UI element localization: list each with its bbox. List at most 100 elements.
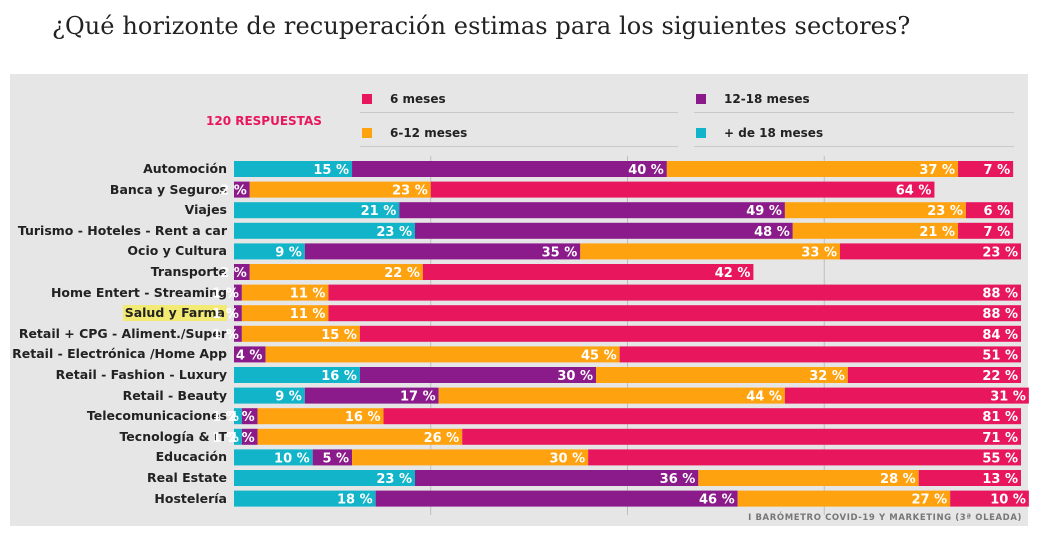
bar-segment	[241, 284, 329, 301]
bar-segment	[352, 161, 667, 177]
category-label-row: Educación	[0, 449, 227, 465]
data-label: 42 %	[715, 266, 751, 281]
bar-segment	[430, 181, 935, 198]
bar-segment	[784, 202, 966, 219]
data-label: 44 %	[746, 390, 782, 405]
category-label: Viajes	[184, 202, 227, 218]
data-label: 28 %	[880, 472, 916, 487]
data-label: 26 %	[424, 431, 460, 446]
bar-segment	[359, 367, 597, 383]
category-label-row: Retail + CPG - Aliment./Super	[0, 326, 227, 342]
category-label: Salud y Farma	[122, 305, 227, 322]
bar-segment	[737, 490, 951, 507]
source-note: I BARÓMETRO COVID-19 Y MARKETING (3ª OLE…	[748, 513, 1022, 523]
data-label: 35 %	[542, 245, 578, 260]
data-label: 81 %	[982, 410, 1018, 425]
bar-segment	[399, 202, 785, 219]
data-label: 9 %	[275, 390, 302, 405]
data-label: 15 %	[313, 163, 349, 178]
data-label: 17 %	[400, 390, 436, 405]
bar-segment	[234, 161, 353, 177]
data-label: 22 %	[384, 266, 420, 281]
bar-segment	[234, 202, 400, 219]
category-label-row: Telecomunicaciones	[0, 408, 227, 424]
category-label: Real Estate	[146, 470, 227, 485]
category-label-row: Transporte	[0, 264, 227, 280]
bar-segment	[588, 449, 1021, 466]
legend-swatch	[362, 128, 372, 138]
data-label: 16 %	[321, 369, 357, 384]
category-label: Retail - Fashion - Luxury	[55, 367, 227, 382]
bar-segment	[257, 428, 463, 445]
bar-segment	[383, 408, 1021, 425]
data-label: 51 %	[982, 348, 1018, 363]
data-label: 88 %	[982, 287, 1018, 302]
bar-segment	[265, 346, 620, 363]
category-label: Retail - Beauty	[122, 387, 227, 403]
data-label: 7 %	[984, 163, 1011, 178]
bar-segment	[619, 346, 1021, 363]
data-label: 23 %	[927, 204, 963, 219]
data-label: 23 %	[376, 225, 412, 240]
bar-segment	[950, 490, 1029, 507]
bar-segment	[415, 470, 699, 486]
data-label: 1 %	[212, 410, 239, 425]
category-label-row: Salud y Farma	[0, 305, 227, 322]
legend-item-6-meses: 6 meses	[360, 86, 678, 113]
data-label: 1 %	[212, 307, 239, 322]
category-label-row: Real Estate	[0, 470, 227, 486]
bar-segment	[234, 325, 242, 342]
data-label: 1 %	[212, 287, 239, 302]
data-label: 6 %	[984, 204, 1011, 219]
legend-item-mas-18-meses: + de 18 meses	[694, 120, 1014, 147]
bar-segment	[234, 264, 250, 280]
category-label: Telecomunicaciones	[86, 408, 227, 424]
data-label: 23 %	[982, 245, 1018, 260]
legend-label: 6-12 meses	[390, 126, 468, 140]
data-label: 2 %	[228, 410, 255, 425]
data-label: 10 %	[990, 493, 1026, 508]
data-label: 7 %	[984, 225, 1011, 240]
bar-segment	[249, 264, 423, 280]
data-label: 36 %	[660, 472, 696, 487]
data-label: 55 %	[982, 451, 1018, 466]
legend-swatch	[362, 94, 372, 104]
data-label: 84 %	[982, 328, 1018, 343]
category-label: Retail - Electrónica /Home App	[12, 346, 227, 362]
bar-segment	[304, 243, 581, 260]
category-label-row: Home Entert - Streaming	[0, 285, 227, 301]
bar-segment	[234, 490, 376, 507]
bar-segment	[792, 222, 959, 239]
bar-segment	[304, 387, 439, 404]
bar-segment	[918, 470, 1021, 486]
category-label-row: Hostelería	[0, 491, 227, 507]
bar-segment	[352, 449, 589, 466]
bar-segment	[359, 325, 1021, 342]
bar-segment	[328, 305, 1021, 322]
category-label-row: Retail - Beauty	[0, 388, 227, 404]
data-label: 23 %	[392, 184, 428, 199]
data-label: 32 %	[809, 369, 845, 384]
data-label: 2 %	[220, 184, 247, 199]
data-label: 5 %	[322, 451, 349, 466]
data-label: 40 %	[628, 163, 664, 178]
bar-segment	[234, 470, 416, 486]
legend-item-6-12-meses: 6-12 meses	[360, 120, 678, 147]
bar-segment	[234, 346, 266, 363]
legend-swatch	[696, 128, 706, 138]
bar-segment	[234, 181, 250, 198]
bar-segment	[784, 387, 1029, 404]
bar-segment	[234, 284, 242, 301]
data-label: 23 %	[376, 472, 412, 487]
bar-segment	[839, 243, 1021, 260]
data-label: 30 %	[557, 369, 593, 384]
bar-segment	[698, 470, 919, 486]
category-label-row: Turismo - Hoteles - Rent a car	[0, 223, 227, 239]
data-label: 1 %	[212, 328, 239, 343]
bar-segment	[312, 449, 353, 466]
category-label-row: Automoción	[0, 161, 227, 177]
bar-segment	[234, 243, 305, 260]
page-title: ¿Qué horizonte de recuperación estimas p…	[52, 12, 911, 40]
bar-segment	[596, 367, 848, 383]
data-label: 64 %	[896, 184, 932, 199]
